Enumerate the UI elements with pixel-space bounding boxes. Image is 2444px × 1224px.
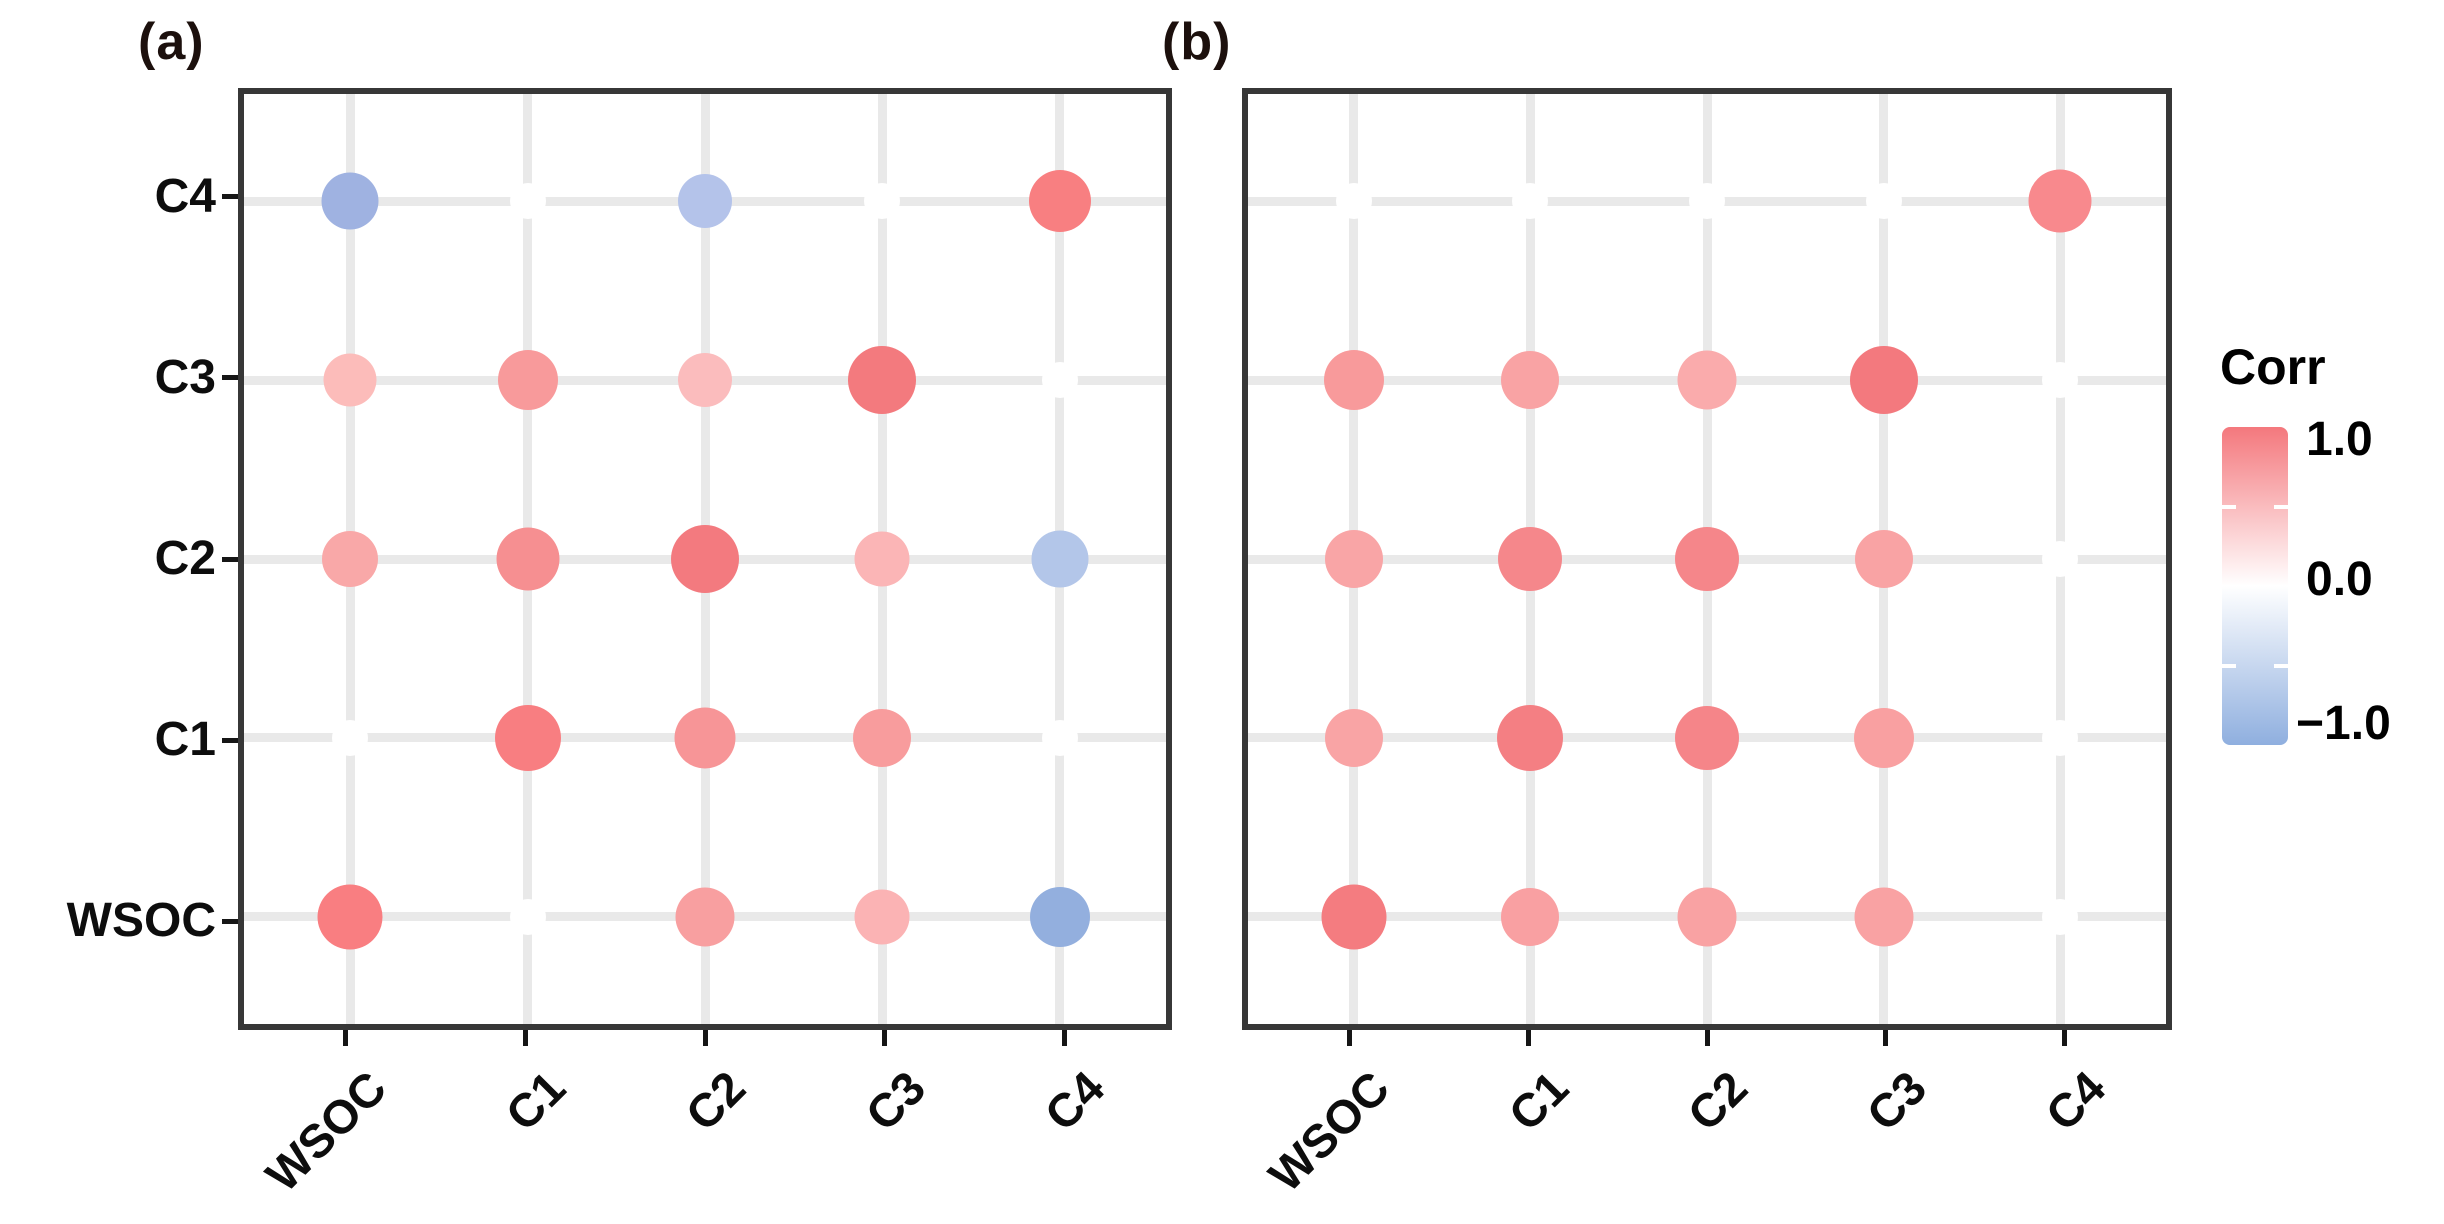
x-axis-label-wsoc: WSOC [255, 1060, 396, 1202]
corr-dot-c2-c1 [496, 527, 560, 591]
legend-tick-label-min: −1.0 [2296, 697, 2391, 750]
corr-dot-c4-c2 [678, 174, 732, 229]
grid-intersection-mask [509, 898, 546, 935]
corr-dot-c1-c1 [494, 704, 561, 771]
grid-intersection-mask [864, 183, 901, 220]
x-axis-label-c1: C1 [1498, 1060, 1579, 1141]
corr-dot-c2-c3 [854, 531, 910, 587]
y-axis-label-c1: C1 [154, 713, 216, 767]
corr-dot-c2-c2 [1675, 527, 1739, 591]
corr-dot-c2-c1 [1498, 527, 1563, 591]
corr-dot-c3-c1 [497, 350, 558, 411]
y-axis-tick [222, 737, 238, 743]
x-axis-tick [1346, 1030, 1352, 1046]
y-axis-label-c4: C4 [154, 169, 216, 223]
corr-dot-c1-wsoc [1324, 708, 1383, 767]
corr-dot-c3-wsoc [1323, 350, 1384, 411]
grid-intersection-mask [1335, 183, 1372, 220]
corr-dot-c2-c4 [1031, 530, 1089, 588]
y-axis-tick [222, 918, 238, 924]
y-axis-label-wsoc: WSOC [66, 894, 216, 948]
corr-dot-c2-c3 [1854, 530, 1913, 588]
y-axis-label-c3: C3 [154, 350, 216, 404]
grid-intersection-mask [2042, 719, 2079, 756]
corr-dot-c3-c2 [678, 353, 732, 408]
x-axis-tick [343, 1030, 349, 1046]
corr-dot-c1-c2 [674, 707, 736, 769]
corr-dot-wsoc-c3 [854, 889, 910, 945]
corr-dot-wsoc-c1 [1501, 887, 1560, 946]
corr-dot-c3-c3 [848, 346, 917, 415]
x-axis-tick [522, 1030, 528, 1046]
x-axis-tick [882, 1030, 888, 1046]
grid-intersection-mask [1865, 183, 1902, 220]
corr-dot-wsoc-wsoc [1321, 884, 1387, 950]
corr-dot-c1-c3 [1853, 707, 1914, 768]
corr-dot-c2-wsoc [322, 531, 379, 587]
grid-intersection-mask [332, 719, 369, 756]
colorbar-gradient [2222, 427, 2288, 745]
x-axis-label-c1: C1 [495, 1060, 576, 1141]
grid-intersection-mask [1689, 183, 1725, 220]
x-axis-tick [702, 1030, 708, 1046]
x-axis-label-c3: C3 [854, 1060, 935, 1141]
corr-dot-wsoc-c2 [675, 887, 735, 947]
corr-dot-wsoc-wsoc [317, 884, 383, 950]
x-axis-tick [2062, 1030, 2068, 1046]
x-axis-label-c4: C4 [2034, 1060, 2115, 1141]
corr-dot-c3-c2 [1677, 350, 1737, 410]
panel-a-plot [238, 88, 1172, 1030]
corr-dot-c3-c1 [1501, 351, 1560, 410]
x-axis-tick [1883, 1030, 1889, 1046]
grid-intersection-mask [1041, 362, 1078, 399]
legend-tick-label-max: 1.0 [2306, 413, 2373, 466]
x-axis-tick [1061, 1030, 1067, 1046]
grid-intersection-mask [2042, 541, 2079, 577]
grid-intersection-mask [2042, 898, 2079, 935]
corr-dot-c2-wsoc [1324, 530, 1383, 588]
x-axis-tick [1525, 1030, 1531, 1046]
corr-dot-wsoc-c3 [1854, 887, 1914, 947]
corr-dot-c2-c2 [671, 525, 739, 593]
grid-intersection-mask [509, 183, 546, 220]
colorbar-notch [2274, 663, 2288, 668]
corr-dot-c4-c4 [1028, 170, 1091, 233]
corr-dot-c3-c3 [1849, 346, 1918, 415]
y-axis-tick [222, 194, 238, 200]
legend-title: Corr [2220, 339, 2326, 395]
corr-dot-c1-c2 [1675, 705, 1739, 770]
x-axis-label-c3: C3 [1856, 1060, 1937, 1141]
x-axis-label-c2: C2 [675, 1060, 756, 1141]
corr-dot-c1-c3 [853, 708, 912, 767]
corr-dot-c3-wsoc [323, 353, 377, 407]
corr-dot-wsoc-c2 [1677, 887, 1737, 947]
x-axis-label-c4: C4 [1034, 1060, 1115, 1141]
x-axis-label-wsoc: WSOC [1258, 1060, 1400, 1202]
x-axis-label-c2: C2 [1677, 1060, 1758, 1141]
colorbar-notch [2222, 663, 2236, 668]
panel-b-plot [1242, 88, 2172, 1030]
corr-dot-wsoc-c4 [1029, 886, 1090, 947]
corr-dot-c1-c1 [1497, 704, 1564, 771]
grid-intersection-mask [1041, 719, 1078, 756]
y-axis-label-c2: C2 [154, 532, 216, 585]
colorbar-notch [2222, 504, 2236, 509]
y-axis-tick [222, 375, 238, 381]
grid-intersection-mask [2042, 362, 2079, 399]
panel-b-label: (b) [1162, 13, 1232, 71]
y-axis-tick [222, 556, 238, 562]
colorbar-notch [2274, 504, 2288, 509]
panel-a-label: (a) [138, 13, 205, 71]
x-axis-tick [1704, 1030, 1710, 1046]
legend-tick-label-zero: 0.0 [2306, 553, 2373, 606]
corr-dot-c4-c4 [2028, 169, 2092, 233]
grid-intersection-mask [1512, 183, 1549, 220]
corr-dot-c4-wsoc [321, 172, 379, 230]
